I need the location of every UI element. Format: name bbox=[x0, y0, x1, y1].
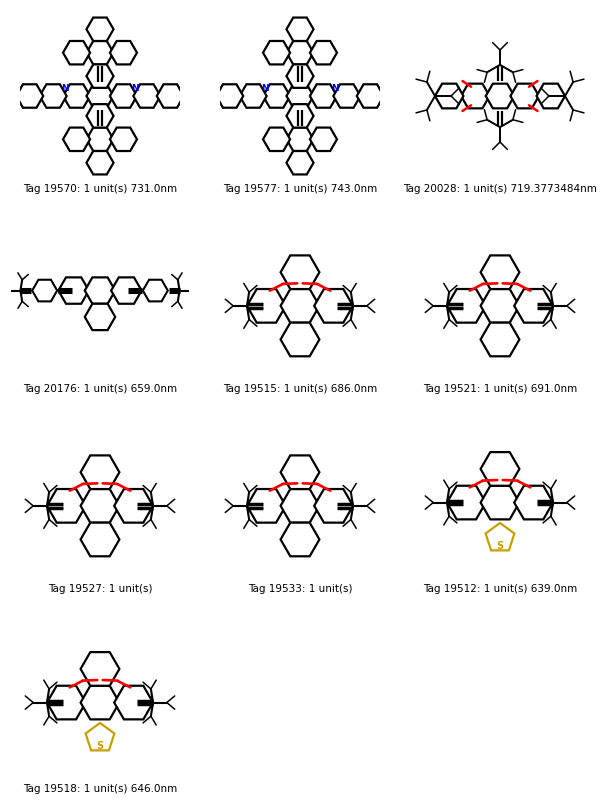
Text: Tag 19518: 1 unit(s) 646.0nm: Tag 19518: 1 unit(s) 646.0nm bbox=[23, 784, 177, 794]
Polygon shape bbox=[216, 84, 243, 108]
Polygon shape bbox=[485, 523, 514, 550]
Polygon shape bbox=[63, 127, 90, 151]
Text: N: N bbox=[331, 84, 339, 93]
Polygon shape bbox=[286, 127, 314, 151]
Polygon shape bbox=[310, 84, 337, 108]
Polygon shape bbox=[86, 18, 113, 41]
Polygon shape bbox=[281, 455, 319, 489]
Polygon shape bbox=[86, 151, 113, 174]
Polygon shape bbox=[47, 686, 86, 719]
Polygon shape bbox=[86, 127, 113, 151]
Text: Tag 20028: 1 unit(s) 719.3773484nm: Tag 20028: 1 unit(s) 719.3773484nm bbox=[403, 184, 597, 194]
Polygon shape bbox=[281, 522, 319, 556]
Polygon shape bbox=[193, 91, 220, 114]
Polygon shape bbox=[86, 723, 115, 750]
Text: Tag 19521: 1 unit(s) 691.0nm: Tag 19521: 1 unit(s) 691.0nm bbox=[423, 384, 577, 394]
Polygon shape bbox=[263, 127, 290, 151]
Text: S: S bbox=[97, 742, 104, 751]
Polygon shape bbox=[481, 486, 520, 519]
Polygon shape bbox=[40, 84, 67, 108]
Polygon shape bbox=[80, 686, 119, 719]
Polygon shape bbox=[310, 41, 337, 65]
Polygon shape bbox=[47, 489, 86, 522]
Polygon shape bbox=[447, 289, 486, 322]
Polygon shape bbox=[80, 652, 119, 686]
Polygon shape bbox=[263, 84, 290, 108]
Polygon shape bbox=[63, 41, 90, 65]
Polygon shape bbox=[461, 84, 490, 108]
Polygon shape bbox=[435, 84, 463, 108]
Polygon shape bbox=[247, 489, 286, 522]
Polygon shape bbox=[334, 84, 361, 108]
Polygon shape bbox=[114, 686, 153, 719]
Polygon shape bbox=[80, 522, 119, 556]
Polygon shape bbox=[80, 489, 119, 522]
Text: Tag 19577: 1 unit(s) 743.0nm: Tag 19577: 1 unit(s) 743.0nm bbox=[223, 184, 377, 194]
Polygon shape bbox=[481, 452, 520, 486]
Polygon shape bbox=[180, 91, 207, 114]
Polygon shape bbox=[281, 322, 319, 356]
Polygon shape bbox=[380, 78, 407, 101]
Polygon shape bbox=[86, 104, 113, 127]
Polygon shape bbox=[0, 78, 20, 101]
Polygon shape bbox=[110, 41, 137, 65]
Polygon shape bbox=[310, 127, 337, 151]
Polygon shape bbox=[32, 280, 57, 302]
Polygon shape bbox=[86, 65, 113, 88]
Text: S: S bbox=[496, 542, 503, 551]
Polygon shape bbox=[281, 255, 319, 289]
Polygon shape bbox=[114, 489, 153, 522]
Polygon shape bbox=[180, 78, 207, 101]
Polygon shape bbox=[286, 41, 314, 65]
Polygon shape bbox=[247, 289, 286, 322]
Polygon shape bbox=[86, 41, 113, 65]
Polygon shape bbox=[80, 455, 119, 489]
Polygon shape bbox=[514, 289, 553, 322]
Polygon shape bbox=[314, 489, 353, 522]
Polygon shape bbox=[157, 84, 184, 108]
Polygon shape bbox=[380, 91, 407, 114]
Text: N: N bbox=[261, 84, 269, 93]
Polygon shape bbox=[481, 289, 520, 322]
Polygon shape bbox=[286, 65, 314, 88]
Polygon shape bbox=[110, 84, 137, 108]
Polygon shape bbox=[357, 84, 384, 108]
Polygon shape bbox=[239, 84, 266, 108]
Polygon shape bbox=[193, 78, 220, 101]
Text: N: N bbox=[61, 84, 68, 93]
Polygon shape bbox=[286, 18, 314, 41]
Polygon shape bbox=[514, 486, 553, 519]
Polygon shape bbox=[16, 84, 43, 108]
Polygon shape bbox=[286, 104, 314, 127]
Polygon shape bbox=[486, 84, 514, 108]
Text: N: N bbox=[131, 84, 139, 93]
Polygon shape bbox=[143, 280, 168, 302]
Polygon shape bbox=[263, 41, 290, 65]
Polygon shape bbox=[481, 255, 520, 289]
Polygon shape bbox=[281, 489, 319, 522]
Polygon shape bbox=[286, 84, 314, 108]
Text: Tag 20176: 1 unit(s) 659.0nm: Tag 20176: 1 unit(s) 659.0nm bbox=[23, 384, 177, 394]
Polygon shape bbox=[281, 289, 319, 322]
Polygon shape bbox=[86, 84, 113, 108]
Text: Tag 19533: 1 unit(s): Tag 19533: 1 unit(s) bbox=[248, 584, 352, 594]
Polygon shape bbox=[110, 127, 137, 151]
Polygon shape bbox=[133, 84, 160, 108]
Text: Tag 19527: 1 unit(s): Tag 19527: 1 unit(s) bbox=[48, 584, 152, 594]
Text: Tag 19512: 1 unit(s) 639.0nm: Tag 19512: 1 unit(s) 639.0nm bbox=[423, 584, 577, 594]
Text: Tag 19515: 1 unit(s) 686.0nm: Tag 19515: 1 unit(s) 686.0nm bbox=[223, 384, 377, 394]
Polygon shape bbox=[85, 304, 115, 330]
Polygon shape bbox=[85, 278, 115, 304]
Polygon shape bbox=[0, 91, 20, 114]
Polygon shape bbox=[314, 289, 353, 322]
Polygon shape bbox=[286, 151, 314, 174]
Text: Tag 19570: 1 unit(s) 731.0nm: Tag 19570: 1 unit(s) 731.0nm bbox=[23, 184, 177, 194]
Polygon shape bbox=[511, 84, 539, 108]
Polygon shape bbox=[63, 84, 90, 108]
Polygon shape bbox=[536, 84, 565, 108]
Polygon shape bbox=[111, 278, 142, 304]
Polygon shape bbox=[58, 278, 89, 304]
Polygon shape bbox=[481, 322, 520, 356]
Polygon shape bbox=[447, 486, 486, 519]
